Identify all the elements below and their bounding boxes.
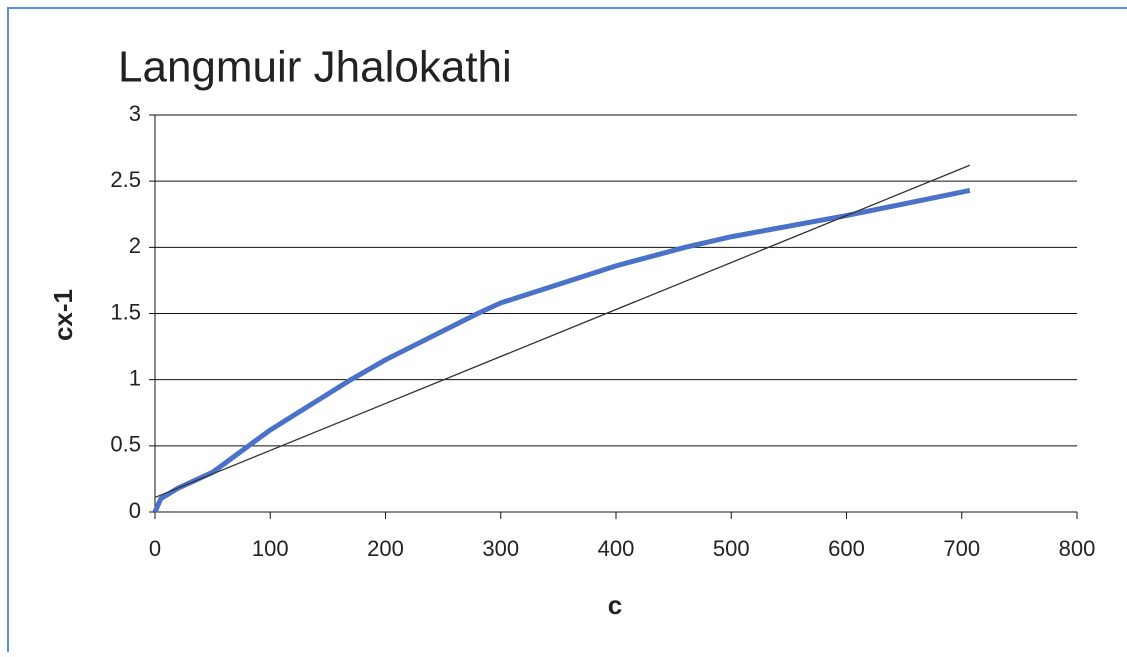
y-tick-label: 1.5 bbox=[110, 299, 141, 324]
y-tick-label: 0 bbox=[129, 498, 141, 523]
y-tick-label: 2.5 bbox=[110, 167, 141, 192]
y-tick-label: 2 bbox=[129, 233, 141, 258]
x-tick-label: 100 bbox=[252, 536, 289, 561]
chart-title: Langmuir Jhalokathi bbox=[118, 43, 512, 92]
y-tick-label: 1 bbox=[129, 365, 141, 390]
x-tick-label: 600 bbox=[828, 536, 865, 561]
x-axis-label: c bbox=[608, 590, 622, 620]
y-tick-label: 3 bbox=[129, 101, 141, 126]
x-tick-label: 800 bbox=[1059, 536, 1096, 561]
series-line bbox=[154, 164, 971, 499]
series-line bbox=[152, 187, 971, 513]
x-tick-label: 400 bbox=[598, 536, 635, 561]
x-tick-label: 500 bbox=[713, 536, 750, 561]
x-tick-label: 700 bbox=[943, 536, 980, 561]
frame bbox=[7, 7, 1127, 657]
x-tick-label: 200 bbox=[367, 536, 404, 561]
x-tick-label: 300 bbox=[482, 536, 519, 561]
y-tick-label: 0.5 bbox=[110, 432, 141, 457]
y-axis-label: cx-1 bbox=[48, 289, 78, 341]
x-tick-label: 0 bbox=[149, 536, 161, 561]
